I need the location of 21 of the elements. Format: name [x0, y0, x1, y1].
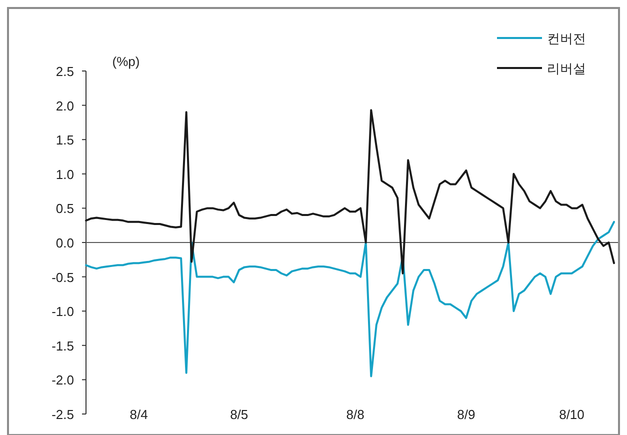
y-tick-label: 2.5: [56, 64, 74, 79]
y-tick-label: 2.0: [56, 98, 74, 114]
y-tick-label: 1.5: [56, 132, 74, 148]
x-tick-label: 8/4: [130, 407, 148, 422]
line-series: [85, 109, 615, 274]
y-tick-label: 0.5: [56, 201, 74, 216]
y-tick-label: -2.5: [52, 407, 74, 422]
legend-label: 리버설: [547, 61, 586, 76]
line-series: [85, 220, 615, 378]
y-axis-title: (%p): [112, 54, 140, 69]
y-tick-label: 1.0: [56, 166, 74, 182]
y-tick-label: -0.5: [52, 270, 74, 285]
x-tick-label: 8/10: [559, 407, 584, 422]
y-tick-label: -1.5: [52, 338, 74, 354]
y-tick-label: 0.0: [56, 236, 74, 250]
legend-label: 컨버전: [547, 31, 586, 46]
x-tick-label: 8/8: [346, 407, 364, 422]
y-tick-label: -1.0: [52, 304, 74, 320]
x-tick-label: 8/9: [457, 407, 476, 422]
y-tick-label: -2.0: [52, 372, 74, 388]
x-tick-label: 8/5: [230, 407, 248, 422]
